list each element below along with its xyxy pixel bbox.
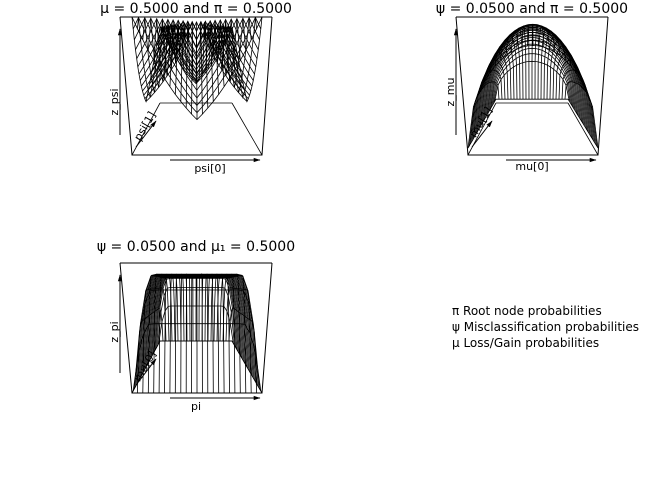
panel-pi-surface [131, 273, 263, 394]
surface-mesh-line [469, 35, 596, 145]
surface-mesh-line [488, 37, 576, 112]
panel-psi-xlabel: psi[0] [194, 162, 225, 175]
surface-mesh-line [493, 53, 571, 104]
surface-mesh-line [144, 20, 249, 99]
panel-pi-title: ψ = 0.0500 and μ₁ = 0.5000 [97, 239, 295, 255]
surface-mesh-line [151, 23, 242, 72]
surface-mesh-line [156, 278, 237, 348]
panel-pi-xlabel: pi [191, 400, 201, 413]
surface-mesh-line [158, 305, 234, 344]
surface-mesh-line [472, 29, 594, 141]
surface-mesh-line [153, 23, 239, 71]
surface-mesh-line [468, 39, 598, 147]
panel-mu-xlabel: mu[0] [515, 160, 548, 173]
surface-mesh-line [133, 16, 260, 107]
y-axis-arrow [471, 120, 493, 148]
surface-mesh-line [191, 274, 194, 393]
panel-pi-zlabel: z_pi [108, 321, 121, 342]
surface-mesh-line [490, 43, 574, 108]
surface-mesh-line [136, 273, 258, 385]
box-front-frame [119, 16, 273, 156]
panel-mu-surface [467, 23, 599, 149]
surface-mesh-line [174, 273, 185, 394]
surface-mesh-line [492, 47, 573, 106]
box-floor-right [567, 102, 599, 156]
surface-mesh-line [156, 24, 237, 78]
surface-mesh-line [138, 18, 255, 75]
surface-mesh-line [157, 287, 235, 346]
surface-mesh-line [489, 40, 575, 110]
panel-psi-ylabel: psi[1] [131, 109, 158, 143]
surface-mesh-line [467, 45, 599, 149]
surface-mesh-line [136, 17, 258, 91]
panel-psi-surface [131, 16, 263, 121]
legend-item-pi: π Root node probabilities [452, 304, 602, 318]
box-floor-right [231, 340, 263, 394]
panel-mu-box [453, 16, 609, 163]
surface-mesh-line [132, 323, 262, 391]
surface-mesh-line [135, 274, 259, 387]
surface-mesh-line [487, 34, 578, 114]
y-axis-arrow [135, 120, 157, 148]
panel-psi-box [117, 16, 273, 163]
surface-mesh-line [471, 31, 595, 143]
surface-mesh-line [195, 274, 198, 393]
surface-mesh-line [133, 289, 260, 389]
panel-pi-ylabel: mu[0] [131, 349, 159, 384]
panel-psi: μ = 0.5000 and π = 0.5000 psi[0] psi[1] … [100, 1, 292, 175]
surface-mesh-line [137, 18, 257, 84]
surface-mesh-line [494, 60, 570, 102]
surface-mesh-line [142, 19, 252, 92]
panel-psi-title: μ = 0.5000 and π = 0.5000 [100, 1, 292, 17]
panel-mu: ψ = 0.0500 and π = 0.5000 mu[0] mu[1] z_… [436, 1, 628, 173]
panel-pi-box [117, 262, 273, 401]
surface-mesh-line [131, 16, 263, 121]
surface-mesh-line [132, 16, 262, 114]
panel-psi-zlabel: z_psi [108, 88, 121, 115]
legend-item-mu: μ Loss/Gain probabilities [452, 336, 599, 350]
box-floor-right [231, 102, 263, 156]
surface-mesh-line [143, 20, 250, 96]
box-front-frame [455, 16, 609, 156]
legend: π Root node probabilities ψ Misclassific… [452, 304, 639, 350]
panel-mu-title: ψ = 0.0500 and π = 0.5000 [436, 1, 628, 17]
panel-pi: ψ = 0.0500 and μ₁ = 0.5000 pi mu[0] z_pi [97, 239, 295, 413]
legend-item-psi: ψ Misclassification probabilities [452, 320, 639, 334]
surface-mesh-line [135, 17, 259, 99]
panel-mu-zlabel: z_mu [444, 78, 457, 107]
surface-mesh-line [140, 19, 253, 87]
box-front-frame [119, 262, 273, 394]
surface-mesh-line [473, 27, 593, 138]
surface-mesh-line [145, 21, 248, 102]
y-axis-arrow [135, 358, 157, 386]
